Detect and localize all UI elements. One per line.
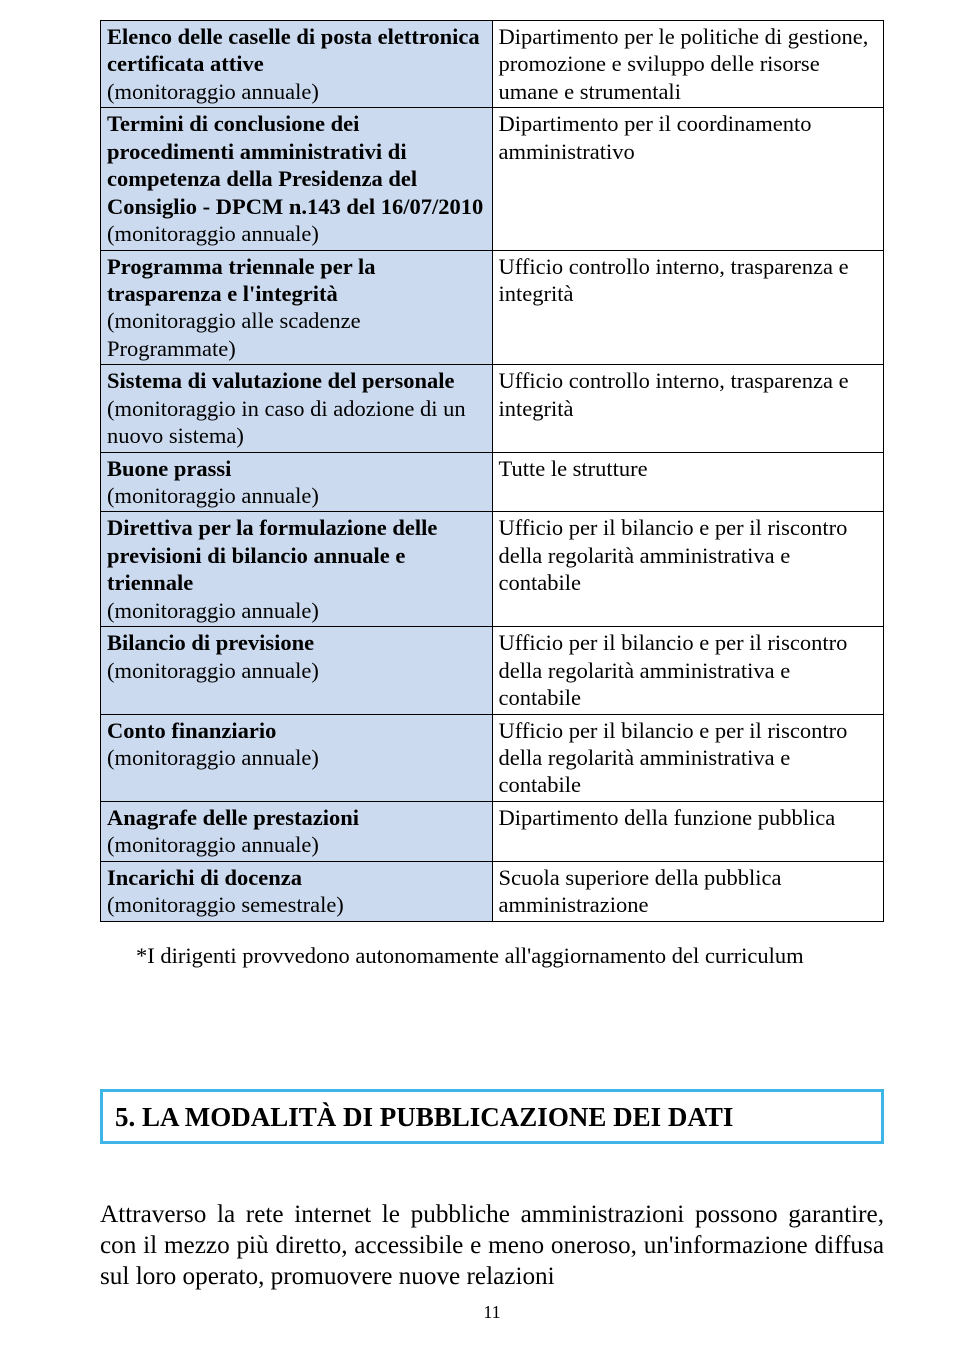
table-cell-right: Dipartimento per le politiche di gestion… — [492, 21, 884, 108]
cell-bold-text: Sistema di valutazione del personale — [107, 368, 455, 393]
cell-plain-text: (monitoraggio alle scadenze Programmate) — [107, 308, 361, 360]
main-table: Elenco delle caselle di posta elettronic… — [100, 20, 884, 922]
table-cell-right: Scuola superiore della pubblica amminist… — [492, 861, 884, 921]
table-cell-left: Direttiva per la formulazione delle prev… — [101, 512, 493, 627]
page-number: 11 — [100, 1302, 884, 1323]
document-page: Elenco delle caselle di posta elettronic… — [0, 0, 960, 1363]
table-cell-right: Tutte le strutture — [492, 452, 884, 512]
table-body: Elenco delle caselle di posta elettronic… — [101, 21, 884, 922]
table-cell-left: Bilancio di previsione (monitoraggio annu… — [101, 627, 493, 714]
cell-bold-text: Direttiva per la formulazione delle prev… — [107, 515, 437, 595]
table-row: Conto finanziario(monitoraggio annuale)U… — [101, 714, 884, 801]
cell-bold-text: Incarichi di docenza — [107, 865, 302, 890]
cell-bold-text: Conto finanziario — [107, 718, 276, 743]
table-cell-right: Ufficio controllo interno, trasparenza e… — [492, 365, 884, 452]
cell-bold-text: Anagrafe delle prestazioni — [107, 805, 359, 830]
table-row: Programma triennale per la trasparenza e… — [101, 250, 884, 365]
table-cell-right: Ufficio per il bilancio e per il riscont… — [492, 714, 884, 801]
section-heading-box: 5. LA MODALITÀ DI PUBBLICAZIONE DEI DATI — [100, 1089, 884, 1144]
table-cell-left: Incarichi di docenza(monitoraggio semest… — [101, 861, 493, 921]
cell-bold-text: Elenco delle caselle di posta elettronic… — [107, 24, 480, 76]
table-cell-left: Sistema di valutazione del personale (mon… — [101, 365, 493, 452]
cell-plain-text: (monitoraggio annuale) — [107, 483, 319, 508]
section-title: 5. LA MODALITÀ DI PUBBLICAZIONE DEI DATI — [115, 1102, 869, 1133]
table-cell-left: Buone prassi(monitoraggio annuale) — [101, 452, 493, 512]
table-row: Incarichi di docenza(monitoraggio semest… — [101, 861, 884, 921]
cell-plain-text: (monitoraggio annuale) — [107, 221, 319, 246]
cell-plain-text: (monitoraggio annuale) — [107, 745, 319, 770]
table-cell-left: Termini di conclusione dei procedimenti … — [101, 108, 493, 250]
cell-plain-text: (monitoraggio annuale) — [107, 658, 319, 683]
table-row: Sistema di valutazione del personale (mon… — [101, 365, 884, 452]
cell-bold-text: Buone prassi — [107, 456, 231, 481]
cell-bold-text: Termini di conclusione dei procedimenti … — [107, 111, 483, 218]
table-cell-right: Ufficio per il bilancio e per il riscont… — [492, 627, 884, 714]
table-cell-left: Programma triennale per la trasparenza e… — [101, 250, 493, 365]
cell-bold-text: Programma triennale per la trasparenza e… — [107, 254, 375, 306]
table-cell-left: Elenco delle caselle di posta elettronic… — [101, 21, 493, 108]
cell-plain-text: (monitoraggio in caso di adozione di un … — [107, 396, 466, 448]
table-row: Termini di conclusione dei procedimenti … — [101, 108, 884, 250]
body-paragraph: Attraverso la rete internet le pubbliche… — [100, 1200, 884, 1292]
table-row: Bilancio di previsione (monitoraggio annu… — [101, 627, 884, 714]
cell-bold-text: Bilancio di previsione — [107, 630, 314, 655]
table-row: Buone prassi(monitoraggio annuale)Tutte … — [101, 452, 884, 512]
footnote-text: *I dirigenti provvedono autonomamente al… — [136, 942, 884, 969]
table-cell-right: Ufficio per il bilancio e per il riscont… — [492, 512, 884, 627]
table-cell-right: Ufficio controllo interno, trasparenza e… — [492, 250, 884, 365]
cell-plain-text: (monitoraggio semestrale) — [107, 892, 344, 917]
cell-plain-text: (monitoraggio annuale) — [107, 832, 319, 857]
table-cell-left: Conto finanziario(monitoraggio annuale) — [101, 714, 493, 801]
table-row: Anagrafe delle prestazioni(monitoraggio … — [101, 801, 884, 861]
table-cell-right: Dipartimento per il coordinamento ammini… — [492, 108, 884, 250]
cell-plain-text: (monitoraggio annuale) — [107, 598, 319, 623]
cell-plain-text: (monitoraggio annuale) — [107, 79, 319, 104]
table-row: Elenco delle caselle di posta elettronic… — [101, 21, 884, 108]
table-row: Direttiva per la formulazione delle prev… — [101, 512, 884, 627]
table-cell-left: Anagrafe delle prestazioni(monitoraggio … — [101, 801, 493, 861]
table-cell-right: Dipartimento della funzione pubblica — [492, 801, 884, 861]
